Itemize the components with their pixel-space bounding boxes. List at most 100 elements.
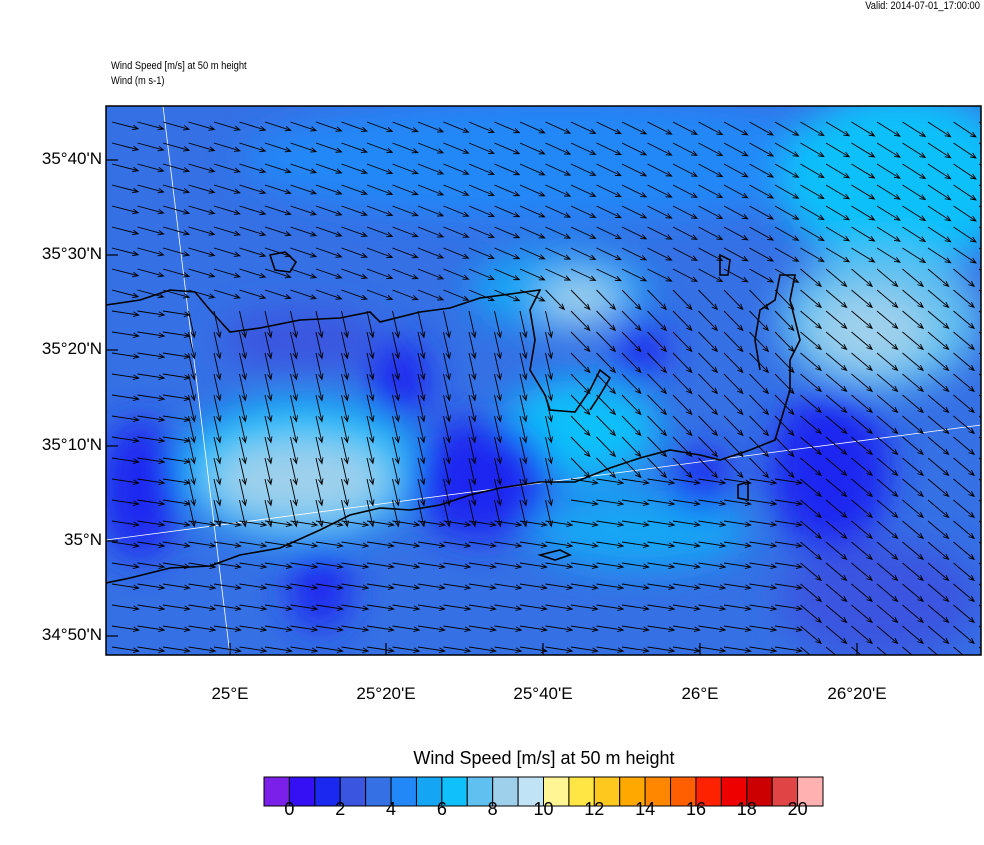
wind-arrow <box>111 142 140 152</box>
wind-arrow <box>315 163 343 174</box>
wind-arrow <box>570 247 597 260</box>
wind-arrow <box>800 562 823 582</box>
wind-arrow <box>417 142 445 154</box>
wind-arrow <box>545 352 553 381</box>
wind-arrow <box>494 415 502 444</box>
wind-arrow <box>519 310 528 339</box>
wind-arrow <box>162 583 191 590</box>
wind-arrow <box>315 646 344 653</box>
wind-arrow <box>647 205 673 219</box>
wind-arrow <box>902 247 927 264</box>
wind-arrow <box>111 289 140 299</box>
wind-arrow <box>366 205 394 217</box>
wind-arrow <box>545 331 553 360</box>
wind-arrow <box>239 415 247 444</box>
wind-arrow <box>647 121 673 135</box>
wind-arrow <box>621 184 648 198</box>
wind-arrow <box>392 394 400 423</box>
wind-arrow <box>876 352 899 372</box>
wind-arrow <box>927 226 952 243</box>
wind-arrow <box>774 499 803 506</box>
wind-arrow <box>672 331 693 353</box>
wind-arrow <box>570 310 591 332</box>
wind-arrow <box>570 205 597 218</box>
wind-arrow <box>647 541 676 548</box>
wind-arrow <box>902 142 927 159</box>
wind-arrow <box>647 163 673 177</box>
wind-arrow <box>902 121 927 138</box>
wind-arrow <box>927 394 950 414</box>
wind-arrow <box>315 289 343 300</box>
wind-arrow <box>392 541 421 548</box>
wind-arrow <box>800 268 823 288</box>
wind-arrow <box>876 415 899 435</box>
wind-arrow <box>519 394 528 423</box>
lat-tick-label: 35°30'N <box>41 244 102 263</box>
wind-arrow <box>315 142 343 153</box>
wind-arrow <box>876 478 899 498</box>
wind-arrow <box>188 331 196 360</box>
subtitle-field: Wind Speed [m/s] at 50 m height <box>111 60 247 72</box>
wind-arrow <box>774 436 795 458</box>
wind-arrow <box>851 562 874 582</box>
wind-arrow <box>698 121 724 136</box>
wind-arrow <box>698 310 719 332</box>
wind-arrow <box>111 478 140 485</box>
wind-arrow <box>953 394 976 414</box>
wind-arrow <box>468 541 497 548</box>
wind-arrow <box>341 604 370 611</box>
wind-arrow <box>188 562 217 569</box>
colorbar-label: 20 <box>787 799 808 819</box>
wind-arrow <box>647 625 676 632</box>
wind-arrow <box>239 142 267 153</box>
wind-arrow <box>749 604 778 611</box>
wind-arrow <box>953 142 977 159</box>
wind-arrow <box>137 163 165 173</box>
wind-arrow <box>800 457 823 477</box>
wind-arrow <box>417 457 426 486</box>
wind-arrow <box>698 436 719 458</box>
wind-arrow <box>698 457 719 479</box>
wind-arrow <box>341 226 369 237</box>
wind-arrow <box>902 604 925 624</box>
wind-arrow <box>290 646 319 653</box>
wind-arrow <box>800 289 823 309</box>
wind-arrow <box>392 646 421 653</box>
wind-arrow <box>239 247 267 258</box>
wind-arrow <box>927 562 950 582</box>
wind-arrow <box>596 625 625 632</box>
wind-arrow <box>851 457 874 477</box>
wind-arrow <box>596 310 617 332</box>
wind-arrow <box>213 646 242 653</box>
colorbar-swatch <box>288 776 316 807</box>
wind-arrow <box>366 583 395 590</box>
wind-arrow <box>315 604 344 611</box>
wind-arrow <box>672 415 693 437</box>
wind-arrow <box>188 625 217 632</box>
wind-arrow <box>851 226 876 242</box>
wind-arrow <box>213 562 242 569</box>
wind-arrow <box>443 562 472 569</box>
wind-arrow <box>315 373 324 402</box>
wind-arrow <box>213 289 241 299</box>
wind-arrow <box>953 646 964 655</box>
wind-arrow <box>443 121 470 133</box>
wind-arrow <box>239 268 267 279</box>
wind-arrow <box>545 268 572 281</box>
wind-arrow <box>749 520 778 527</box>
wind-arrow <box>392 625 421 632</box>
wind-arrow <box>519 247 546 260</box>
wind-arrow <box>264 121 292 132</box>
wind-arrow <box>953 562 976 582</box>
wind-arrow <box>519 562 548 569</box>
wind-arrow <box>188 247 216 257</box>
wind-arrow <box>468 121 495 133</box>
wind-arrow <box>213 478 222 507</box>
wind-arrow <box>672 268 699 282</box>
colorbar-label: 0 <box>284 799 295 819</box>
wind-arrow <box>647 415 668 437</box>
wind-arrow <box>264 394 273 423</box>
wind-arrow <box>290 583 319 590</box>
wind-arrow <box>417 373 426 402</box>
